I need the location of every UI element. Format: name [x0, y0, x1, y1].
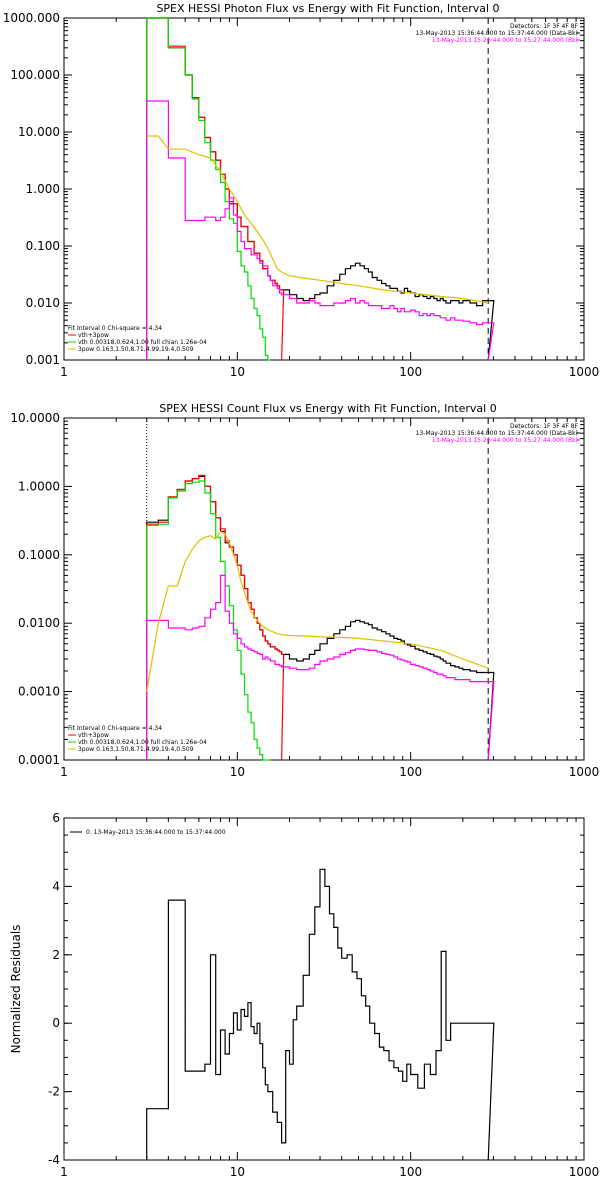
count-flux-panel: SPEX HESSI Count Flux vs Energy with Fit… [10, 402, 599, 779]
x-tick-label: 1 [60, 765, 68, 779]
photon-flux-panel: SPEX HESSI Photon Flux vs Energy with Fi… [3, 2, 600, 379]
residuals-ylabel: Normalized Residuals [9, 925, 23, 1054]
y-tick-label: -2 [48, 1085, 60, 1099]
x-tick-label: 1000 [569, 365, 600, 379]
series-line-2 [146, 17, 271, 361]
count-flux-series [146, 418, 495, 761]
x-tick-label: 10 [230, 365, 245, 379]
residuals-panel: Normalized Residuals 1 10 100 1000-4-20246 … [9, 811, 599, 1179]
residuals-series [146, 868, 495, 1161]
y-tick-label: 6 [52, 811, 60, 825]
count-flux-ticks: 1 10 100 1000 0.0001 0.0010 0.0100 0.1000 1.0000… [10, 411, 599, 779]
y-tick-label: 0.0100 [18, 616, 60, 630]
y-tick-label: 1.000 [26, 182, 60, 196]
x-tick-label: 10 [230, 765, 245, 779]
series-line-1 [146, 17, 285, 361]
info-box-line: 13-May-2013 15:26:44.000 to 15:27:44.000… [432, 437, 578, 444]
y-tick-label: 0.100 [26, 239, 60, 253]
series-line-0 [146, 868, 495, 1161]
residual-legend-label: 0. 13-May-2013 15:36:44.000 to 15:37:44.… [86, 829, 226, 836]
x-tick-label: 1 [60, 1165, 68, 1179]
x-tick-label: 100 [399, 1165, 422, 1179]
x-tick-label: 100 [399, 765, 422, 779]
y-tick-label: 1000.000 [3, 11, 60, 25]
fit-legend-label: Fit Interval 0 Chi-square = 4.34 [68, 725, 162, 732]
y-tick-label: 0.010 [26, 296, 60, 310]
y-tick-label: 0 [52, 1016, 60, 1030]
info-box-line: Detectors: 1F 3F 4F 8F [510, 23, 579, 30]
y-tick-label: -4 [48, 1153, 60, 1167]
count-flux-title: SPEX HESSI Count Flux vs Energy with Fit… [159, 402, 496, 415]
fit-legend-label: vth+3pow [78, 732, 109, 739]
fit-legend-label: vth 0.00318,0.624,1.00 full chian 1.26e-… [78, 339, 207, 346]
series-line-2 [146, 480, 271, 761]
info-box-line: Detectors: 1F 3F 4F 8F [510, 423, 579, 430]
x-tick-label: 1000 [569, 1165, 600, 1179]
x-tick-label: 1 [60, 365, 68, 379]
fit-legend-label: vth 0.00318,0.624,1.00 full chian 1.26e-… [78, 739, 207, 746]
y-tick-label: 0.0001 [18, 753, 60, 767]
photon-flux-frame [63, 17, 585, 361]
series-line-3 [146, 574, 495, 761]
series-line-0 [146, 475, 495, 761]
fit-legend-label: 3pow 0.163,1.50,8.71,4.99,19.4,0.509 [78, 746, 194, 753]
series-line-4 [146, 530, 489, 692]
y-tick-label: 100.000 [10, 68, 60, 82]
photon-flux-series [146, 17, 495, 361]
y-tick-label: 4 [52, 879, 60, 893]
y-tick-label: 0.1000 [18, 548, 60, 562]
fit-legend-label: vth+3pow [78, 332, 109, 339]
series-line-3 [146, 100, 495, 361]
x-tick-label: 100 [399, 365, 422, 379]
x-tick-label: 1000 [569, 765, 600, 779]
y-tick-label: 0.001 [26, 353, 60, 367]
y-tick-label: 10.000 [18, 125, 60, 139]
info-box-line: 13-May-2013 15:36:44.000 to 15:37:44.000… [416, 430, 578, 437]
y-tick-label: 1.0000 [18, 479, 60, 493]
info-box-line: 13-May-2013 15:26:44.000 to 15:27:44.000… [432, 37, 578, 44]
photon-flux-ticks: 1 10 100 1000 0.001 0.010 0.100 1.000 10.000 100.… [3, 11, 600, 379]
y-tick-label: 2 [52, 948, 60, 962]
y-tick-label: 0.0010 [18, 685, 60, 699]
fit-legend-label: Fit Interval 0 Chi-square = 4.34 [68, 325, 162, 332]
series-line-1 [146, 474, 285, 761]
series-line-0 [146, 17, 495, 361]
residuals-legend: 0. 13-May-2013 15:36:44.000 to 15:37:44.… [70, 829, 226, 836]
fit-legend-label: 3pow 0.163,1.50,8.71,4.99,19.4,0.509 [78, 346, 194, 353]
photon-flux-title: SPEX HESSI Photon Flux vs Energy with Fi… [156, 2, 499, 15]
info-box-line: 13-May-2013 15:36:44.000 to 15:37:44.000… [416, 30, 578, 37]
series-line-4 [146, 135, 489, 304]
y-tick-label: 10.0000 [10, 411, 60, 425]
x-tick-label: 10 [230, 1165, 245, 1179]
residuals-ticks: 1 10 100 1000 -4 -2 0 2 4 6 [48, 811, 599, 1179]
count-flux-frame [63, 417, 585, 761]
